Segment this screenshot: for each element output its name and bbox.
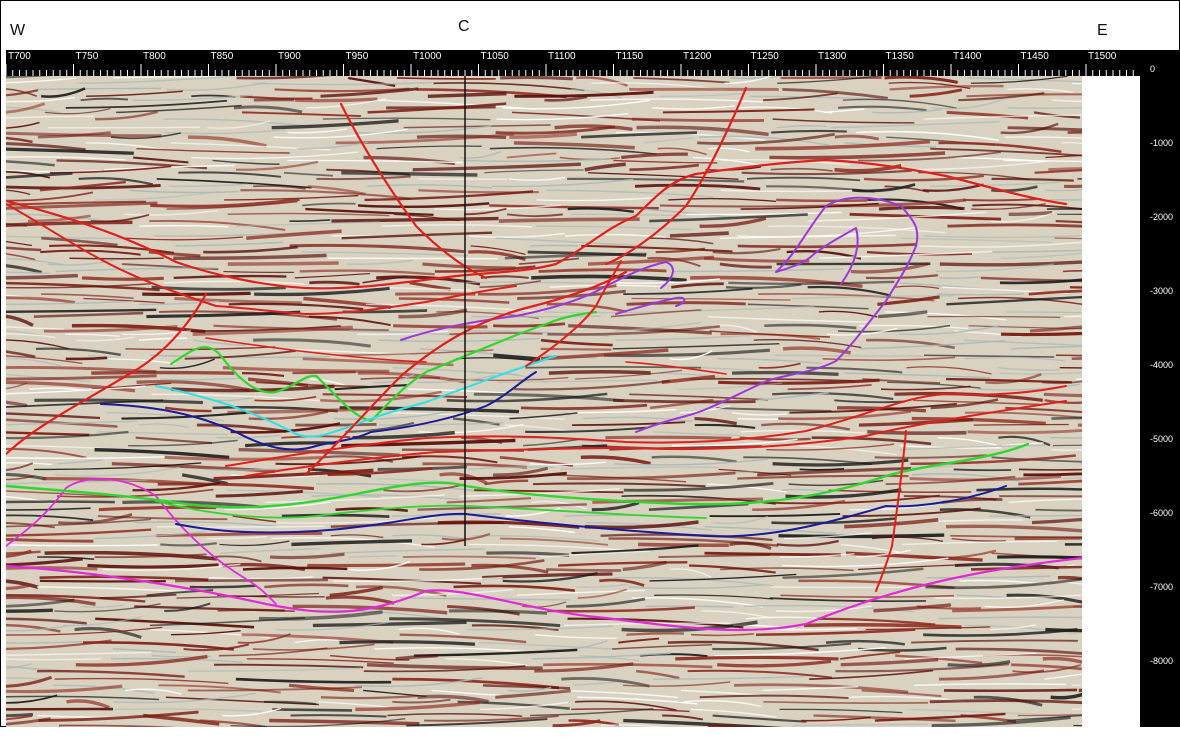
reflector-segment <box>954 469 1011 470</box>
reflector-segment <box>6 610 53 611</box>
trace-tick-marks <box>6 50 1140 76</box>
reflector-segment <box>704 553 840 555</box>
reflector-segment <box>776 200 867 201</box>
depth-tick: -6000 <box>1150 508 1173 518</box>
depth-tick: 0 <box>1150 64 1155 74</box>
reflector-segment <box>779 535 945 536</box>
reflector-segment <box>91 373 234 374</box>
reflector-segment <box>732 373 838 375</box>
reflector-segment <box>632 119 764 121</box>
reflector-segment <box>944 690 1077 691</box>
reflector-segment <box>775 355 923 356</box>
reflector-segment <box>142 293 250 294</box>
depth-tick: -1000 <box>1150 138 1173 148</box>
reflector-segment <box>549 372 651 373</box>
reflector-segment <box>341 173 477 175</box>
reflector-segment <box>974 425 1069 426</box>
depth-tick: -4000 <box>1150 360 1173 370</box>
reflector-segment <box>175 580 328 581</box>
trace-axis: T700 T750 T800 T850 T900 T950 T1000 T105… <box>6 50 1140 76</box>
reflector-segment <box>499 219 640 221</box>
reflector-segment <box>6 502 115 503</box>
reflector-segment <box>82 278 164 279</box>
depth-axis: 0 -1000 -2000 -3000 -4000 -5000 -6000 -7… <box>1140 50 1180 727</box>
depth-tick: -5000 <box>1150 434 1173 444</box>
reflector-segment <box>69 258 163 259</box>
seismic-section <box>6 76 1140 727</box>
depth-tick: -9000 <box>1150 730 1173 740</box>
reflector-segment <box>605 437 731 438</box>
reflector-segment <box>48 127 200 128</box>
reflector-segment <box>638 544 729 545</box>
reflector-segment <box>293 372 356 373</box>
reflector-segment <box>6 276 78 278</box>
reflector-segment <box>471 316 601 317</box>
reflector-segment <box>675 657 838 658</box>
reflector-segment <box>272 709 352 710</box>
reflector-segment <box>626 633 684 634</box>
reflector-segment <box>6 659 102 660</box>
reflector-segment <box>1009 213 1053 215</box>
depth-tick: -8000 <box>1150 656 1173 666</box>
reflector-segment <box>500 77 573 78</box>
depth-tick: -3000 <box>1150 286 1173 296</box>
reflector-segment <box>295 99 378 101</box>
reflector-segment <box>546 569 621 570</box>
east-label: E <box>1097 22 1108 40</box>
reflector-segment <box>613 400 756 402</box>
reflector-segment <box>228 263 339 264</box>
reflector-segment <box>879 207 965 209</box>
depth-tick: -2000 <box>1150 212 1173 222</box>
center-label: C <box>458 18 470 36</box>
reflector-segment <box>66 358 107 359</box>
reflector-segment <box>307 564 465 566</box>
west-label: W <box>10 22 25 40</box>
reflector-segment <box>738 419 778 420</box>
depth-tick: -7000 <box>1150 582 1173 592</box>
